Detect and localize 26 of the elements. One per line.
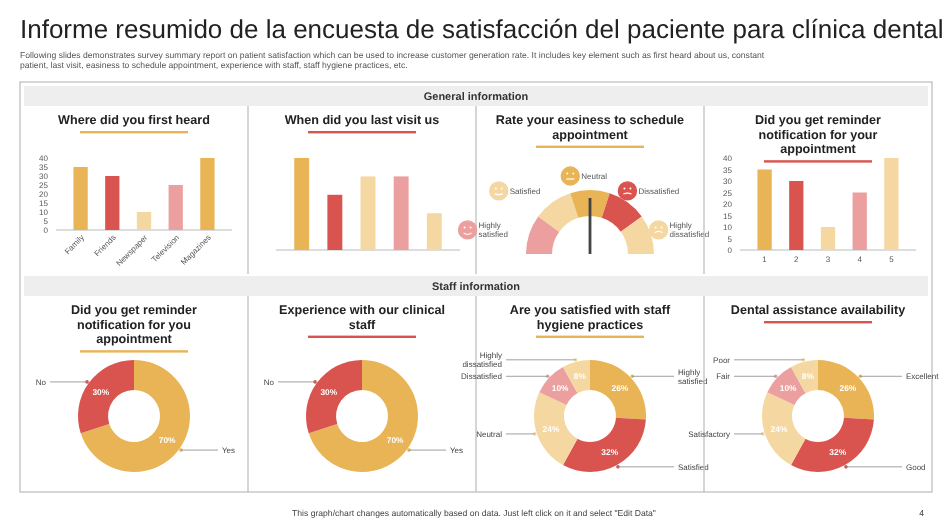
donut-slice xyxy=(539,366,578,405)
bar xyxy=(73,167,88,230)
donut-slice xyxy=(762,392,806,466)
donut-slice xyxy=(308,360,418,472)
bar xyxy=(200,158,215,230)
donut-slice xyxy=(534,392,578,466)
bar xyxy=(757,169,772,250)
bar xyxy=(852,192,867,250)
bar xyxy=(168,185,183,230)
donut-slice xyxy=(767,366,806,405)
donut-slice xyxy=(791,417,874,472)
bar xyxy=(426,213,442,250)
bar xyxy=(105,176,120,230)
bar xyxy=(360,176,376,250)
bar xyxy=(789,181,804,250)
bar xyxy=(136,212,152,230)
donut-slice xyxy=(818,360,874,420)
donut-slice xyxy=(563,417,646,472)
bar xyxy=(820,227,836,250)
bar xyxy=(294,158,310,250)
text: Informe resumido de la encuesta de satisfacción del paciente para clínica dental xyxy=(20,14,944,44)
donut-slice xyxy=(306,360,362,434)
donut-slice xyxy=(590,360,646,420)
bar xyxy=(393,176,409,250)
bar xyxy=(327,194,343,250)
bar xyxy=(884,158,899,250)
